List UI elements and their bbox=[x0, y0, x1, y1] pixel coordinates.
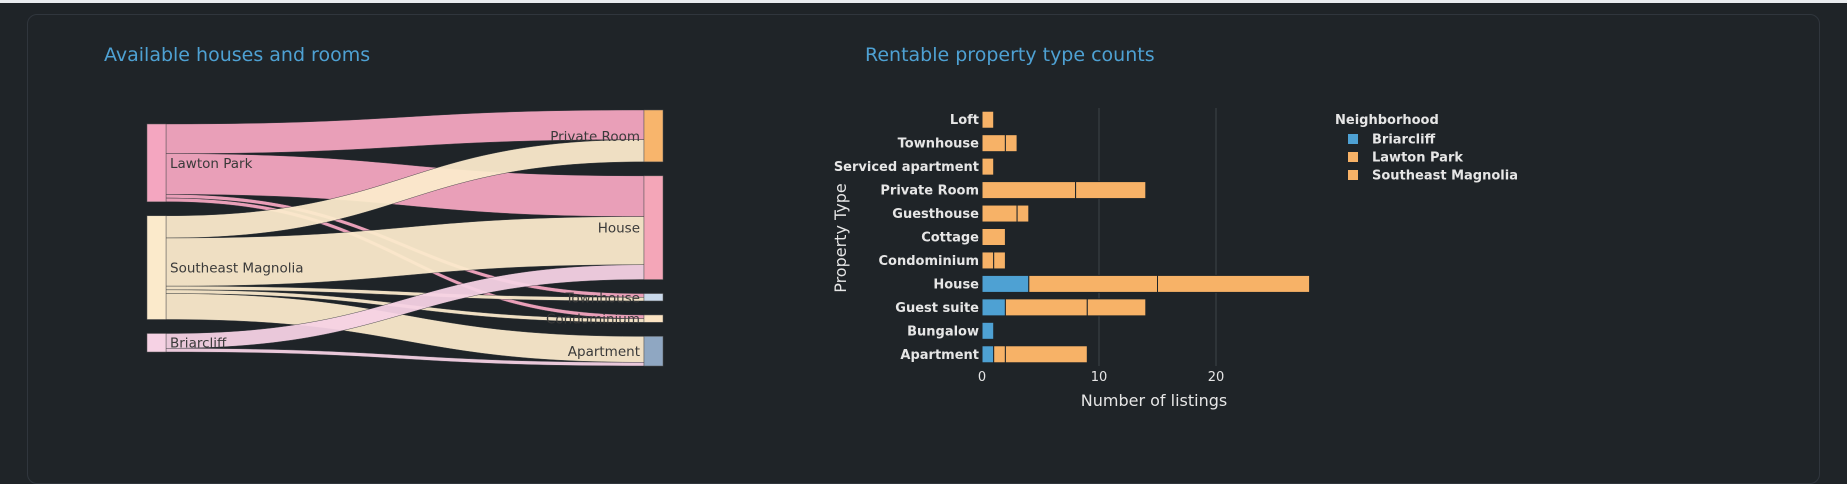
bar-lawton-park-guesthouse bbox=[981, 204, 1018, 223]
x-axis-title: Number of listings bbox=[1081, 391, 1227, 410]
sankey-node-private-room bbox=[643, 109, 664, 163]
sankey-node-label: Condominium bbox=[546, 312, 640, 328]
legend-swatch-briarcliff bbox=[1348, 134, 1358, 144]
bar-lawton-park-condominium bbox=[981, 251, 995, 270]
y-tick-label: Loft bbox=[950, 113, 979, 128]
sankey-node-briarcliff bbox=[146, 333, 167, 353]
y-tick-label: Private Room bbox=[880, 184, 979, 199]
sankey-node-townhouse bbox=[643, 293, 664, 302]
bar-chart-title: Rentable property type counts bbox=[865, 44, 1155, 66]
sankey-node-apartment bbox=[643, 336, 664, 367]
bar-lawton-park-cottage bbox=[981, 228, 1006, 246]
legend-swatch-lawton-park bbox=[1348, 152, 1358, 162]
y-axis-title: Property Type bbox=[831, 183, 850, 293]
bar-series bbox=[981, 110, 1311, 364]
legend-label-southeast-magnolia: Southeast Magnolia bbox=[1372, 169, 1518, 184]
sankey-node-lawton-park bbox=[146, 123, 167, 203]
y-tick-label: House bbox=[933, 277, 979, 292]
y-tick-label: Bungalow bbox=[907, 324, 979, 339]
bar-briarcliff-bungalow bbox=[981, 321, 995, 340]
bar-southeast-magnolia-guest-suite bbox=[1086, 298, 1147, 317]
sankey-node-label: Apartment bbox=[568, 344, 640, 360]
legend-label-lawton-park: Lawton Park bbox=[1372, 151, 1463, 166]
y-tick-label: Guest suite bbox=[895, 301, 979, 316]
x-tick-label: 0 bbox=[978, 370, 986, 385]
legend-label-briarcliff: Briarcliff bbox=[1372, 133, 1436, 148]
sankey-nodes bbox=[146, 109, 664, 367]
y-tick-label: Guesthouse bbox=[892, 207, 979, 222]
y-tick-label: Apartment bbox=[900, 348, 979, 363]
x-tick-label: 10 bbox=[1091, 370, 1108, 385]
bar-lawton-park-private-room bbox=[981, 181, 1077, 200]
sankey-node-house bbox=[643, 175, 664, 280]
sankey-node-label: Lawton Park bbox=[170, 156, 253, 172]
bar-lawton-park-house bbox=[1028, 274, 1159, 293]
sankey-node-label: House bbox=[598, 221, 640, 237]
bar-southeast-magnolia-guesthouse bbox=[1016, 204, 1030, 223]
sankey-labels: Lawton Park Southeast Magnolia Briarcliff P… bbox=[170, 129, 640, 360]
window-top-edge bbox=[0, 0, 1847, 3]
legend-title: Neighborhood bbox=[1335, 113, 1439, 128]
x-tick-label: 20 bbox=[1208, 370, 1225, 385]
sankey-node-condominium bbox=[643, 314, 664, 323]
sankey-node-label: Townhouse bbox=[564, 290, 640, 306]
bar-lawton-park-guest-suite bbox=[1004, 298, 1088, 317]
bar-briarcliff-apartment bbox=[981, 345, 995, 364]
legend: Neighborhood Briarcliff Lawton Park Southea… bbox=[1335, 113, 1518, 184]
sankey-node-southeast-magnolia bbox=[146, 215, 167, 320]
sankey-node-label: Southeast Magnolia bbox=[170, 261, 304, 277]
legend-swatch-southeast-magnolia bbox=[1348, 170, 1358, 180]
bar-lawton-park-apartment bbox=[993, 345, 1006, 364]
bar-gridlines bbox=[1098, 108, 1217, 366]
y-tick-label: Townhouse bbox=[898, 137, 980, 152]
y-tick-label: Serviced apartment bbox=[834, 160, 979, 175]
sankey-node-label: Briarcliff bbox=[170, 336, 227, 352]
bar-lawton-park-loft bbox=[981, 110, 995, 129]
bar-southeast-magnolia-house bbox=[1157, 274, 1311, 293]
bar-southeast-magnolia-townhouse bbox=[1004, 134, 1018, 153]
y-tick-label: Condominium bbox=[879, 254, 979, 269]
bar-lawton-park-townhouse bbox=[981, 134, 1006, 153]
bar-briarcliff-guest-suite bbox=[981, 298, 1006, 317]
sankey-title: Available houses and rooms bbox=[104, 44, 371, 66]
y-tick-label: Cottage bbox=[921, 231, 979, 246]
sankey-node-label: Private Room bbox=[550, 129, 640, 145]
bar-southeast-magnolia-apartment bbox=[1004, 345, 1088, 364]
bar-lawton-park-serviced-apartment bbox=[981, 157, 995, 176]
bar-southeast-magnolia-private-room bbox=[1075, 181, 1147, 200]
bar-briarcliff-house bbox=[981, 274, 1030, 293]
sankey-links bbox=[165, 109, 645, 367]
bar-southeast-magnolia-condominium bbox=[993, 251, 1006, 270]
